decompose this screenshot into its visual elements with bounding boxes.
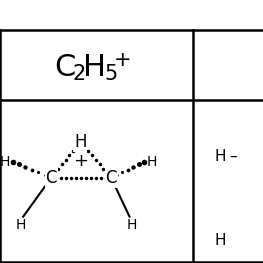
Text: C: C: [54, 53, 75, 83]
Text: H: H: [83, 53, 106, 83]
Text: C: C: [105, 169, 117, 187]
Text: H: H: [214, 234, 226, 249]
Text: H: H: [147, 155, 157, 169]
Text: C: C: [45, 169, 57, 187]
Text: H: H: [126, 218, 137, 232]
Text: +: +: [114, 50, 132, 70]
Text: –: –: [229, 149, 237, 164]
Text: H: H: [74, 133, 87, 151]
Text: H: H: [214, 149, 226, 164]
Text: 2: 2: [72, 64, 85, 84]
Text: +: +: [73, 152, 88, 170]
Text: H: H: [16, 218, 26, 232]
Text: 5: 5: [104, 64, 117, 84]
Text: H: H: [0, 155, 10, 169]
